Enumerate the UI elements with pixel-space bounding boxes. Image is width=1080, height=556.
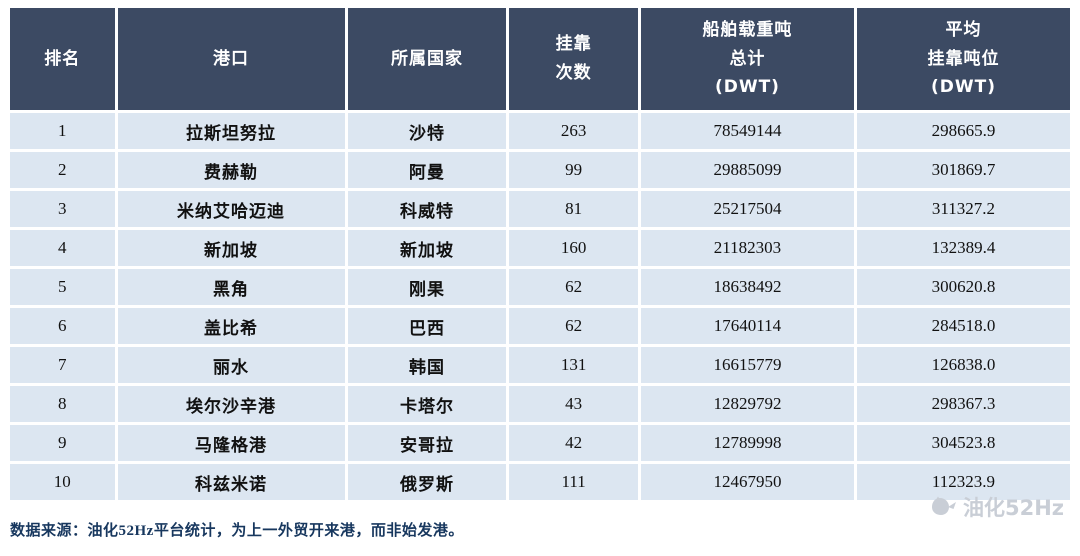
cell-dwt-total: 25217504 [640,191,854,227]
header-cell-country: 所属国家 [347,8,507,110]
watermark: 油化52Hz [929,492,1064,522]
cell-dwt-avg: 126838.0 [856,347,1070,383]
cell-calls: 263 [509,113,638,149]
table-row: 4 新加坡 新加坡 160 21182303 132389.4 [10,230,1070,266]
header-cell-rank: 排名 [10,8,115,110]
cell-calls: 160 [509,230,638,266]
cell-dwt-total: 17640114 [640,308,854,344]
cell-port: 马隆格港 [117,425,345,461]
footer: 数据来源：油化52Hz平台统计，为上一外贸开来港，而非始发港。 Remark：伊… [10,519,1080,556]
table-row: 6 盖比希 巴西 62 17640114 284518.0 [10,308,1070,344]
header-cell-dwt-avg: 平均 挂靠吨位 (DWT) [856,8,1070,110]
cell-calls: 43 [509,386,638,422]
cell-rank: 5 [10,269,115,305]
cell-country: 阿曼 [347,152,507,188]
cell-calls: 99 [509,152,638,188]
table-row: 9 马隆格港 安哥拉 42 12789998 304523.8 [10,425,1070,461]
cell-dwt-avg: 112323.9 [856,464,1070,500]
cell-rank: 7 [10,347,115,383]
table-row: 5 黑角 刚果 62 18638492 300620.8 [10,269,1070,305]
cell-rank: 6 [10,308,115,344]
cell-country: 刚果 [347,269,507,305]
cell-dwt-total: 12467950 [640,464,854,500]
cell-country: 沙特 [347,113,507,149]
cell-country: 新加坡 [347,230,507,266]
cell-dwt-avg: 311327.2 [856,191,1070,227]
cell-port: 埃尔沙辛港 [117,386,345,422]
ports-table: 排名 港口 所属国家 挂靠 次数 船舶载重吨 总计 (DWT) 平均 挂靠吨位 … [7,5,1073,503]
cell-rank: 4 [10,230,115,266]
cell-country: 安哥拉 [347,425,507,461]
cell-dwt-avg: 301869.7 [856,152,1070,188]
cell-dwt-avg: 132389.4 [856,230,1070,266]
cell-dwt-avg: 298367.3 [856,386,1070,422]
table-row: 2 费赫勒 阿曼 99 29885099 301869.7 [10,152,1070,188]
cell-port: 拉斯坦努拉 [117,113,345,149]
cell-port: 米纳艾哈迈迪 [117,191,345,227]
header-cell-dwt-total: 船舶载重吨 总计 (DWT) [640,8,854,110]
cell-rank: 2 [10,152,115,188]
cell-calls: 81 [509,191,638,227]
cell-dwt-total: 16615779 [640,347,854,383]
cell-dwt-total: 78549144 [640,113,854,149]
cell-dwt-total: 29885099 [640,152,854,188]
cell-dwt-total: 12789998 [640,425,854,461]
cell-rank: 9 [10,425,115,461]
cell-rank: 3 [10,191,115,227]
footer-source-text: 数据来源：油化52Hz平台统计，为上一外贸开来港，而非始发港。 [10,523,464,539]
cell-dwt-avg: 284518.0 [856,308,1070,344]
table-header-row: 排名 港口 所属国家 挂靠 次数 船舶载重吨 总计 (DWT) 平均 挂靠吨位 … [10,8,1070,110]
table-body: 1 拉斯坦努拉 沙特 263 78549144 298665.9 2 费赫勒 阿曼 99 29885… [10,113,1070,500]
cell-country: 科威特 [347,191,507,227]
cell-dwt-avg: 300620.8 [856,269,1070,305]
cell-port: 盖比希 [117,308,345,344]
cell-calls: 42 [509,425,638,461]
header-cell-port: 港口 [117,8,345,110]
watermark-label: 油化52Hz [962,496,1064,520]
cell-country: 韩国 [347,347,507,383]
table-row: 1 拉斯坦努拉 沙特 263 78549144 298665.9 [10,113,1070,149]
cell-country: 俄罗斯 [347,464,507,500]
cell-calls: 131 [509,347,638,383]
cell-dwt-total: 12829792 [640,386,854,422]
cell-port: 丽水 [117,347,345,383]
cell-rank: 8 [10,386,115,422]
cell-port: 费赫勒 [117,152,345,188]
cell-dwt-total: 18638492 [640,269,854,305]
cell-port: 新加坡 [117,230,345,266]
table-row: 7 丽水 韩国 131 16615779 126838.0 [10,347,1070,383]
cell-dwt-avg: 298665.9 [856,113,1070,149]
table-row: 8 埃尔沙辛港 卡塔尔 43 12829792 298367.3 [10,386,1070,422]
cell-country: 巴西 [347,308,507,344]
cell-rank: 1 [10,113,115,149]
cell-calls: 111 [509,464,638,500]
cell-dwt-avg: 304523.8 [856,425,1070,461]
cell-calls: 62 [509,308,638,344]
cell-dwt-total: 21182303 [640,230,854,266]
cell-rank: 10 [10,464,115,500]
table-row: 3 米纳艾哈迈迪 科威特 81 25217504 311327.2 [10,191,1070,227]
header-cell-calls: 挂靠 次数 [509,8,638,110]
cell-port: 科兹米诺 [117,464,345,500]
cell-country: 卡塔尔 [347,386,507,422]
whale-icon [929,495,957,519]
table-row: 10 科兹米诺 俄罗斯 111 12467950 112323.9 [10,464,1070,500]
cell-calls: 62 [509,269,638,305]
cell-port: 黑角 [117,269,345,305]
